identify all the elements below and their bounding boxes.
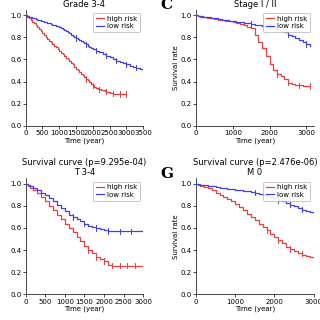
Legend: high risk, low risk: high risk, low risk <box>93 13 140 32</box>
Legend: high risk, low risk: high risk, low risk <box>263 13 310 32</box>
Text: C: C <box>161 0 173 12</box>
Title: Survival curve (p=4.138e-07)
Grade 3-4: Survival curve (p=4.138e-07) Grade 3-4 <box>22 0 147 9</box>
X-axis label: Time (year): Time (year) <box>235 137 275 144</box>
X-axis label: Time (year): Time (year) <box>64 306 105 312</box>
Title: Survival curve (p=9.295e-04)
T 3-4: Survival curve (p=9.295e-04) T 3-4 <box>22 158 147 177</box>
Y-axis label: Survival rate: Survival rate <box>173 214 179 259</box>
X-axis label: Time (year): Time (year) <box>235 306 275 312</box>
Y-axis label: Survival rate: Survival rate <box>173 45 179 90</box>
Legend: high risk, low risk: high risk, low risk <box>263 182 310 201</box>
Title: Survival curve (p=3.426e-03)
Stage I / II: Survival curve (p=3.426e-03) Stage I / I… <box>193 0 317 9</box>
X-axis label: Time (year): Time (year) <box>64 137 105 144</box>
Legend: high risk, low risk: high risk, low risk <box>93 182 140 201</box>
Title: Survival curve (p=2.476e-06)
M 0: Survival curve (p=2.476e-06) M 0 <box>193 158 317 177</box>
Text: G: G <box>161 166 174 180</box>
